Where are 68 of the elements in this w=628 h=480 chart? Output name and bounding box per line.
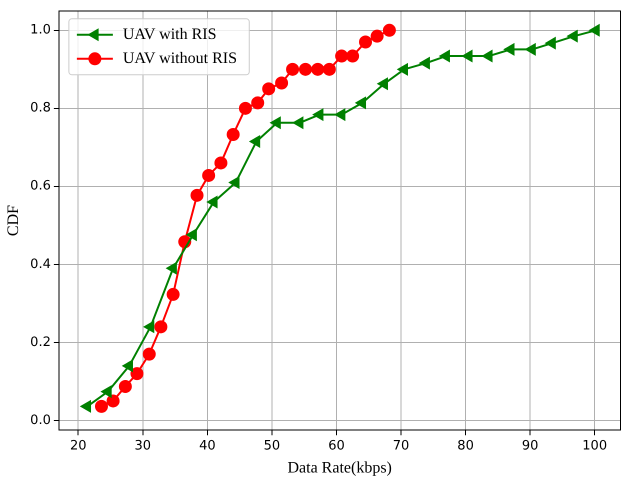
point xyxy=(80,400,92,412)
point xyxy=(94,400,108,413)
point xyxy=(154,320,168,334)
y-tick-label: 0.2 xyxy=(30,334,51,350)
point xyxy=(144,321,154,333)
point xyxy=(118,380,132,394)
x-tick-label: 70 xyxy=(392,438,410,454)
point xyxy=(207,196,218,208)
point xyxy=(186,228,197,241)
point xyxy=(106,394,120,408)
point xyxy=(589,24,600,36)
point xyxy=(313,108,324,120)
point xyxy=(262,82,276,96)
point xyxy=(238,102,252,115)
point xyxy=(166,262,177,274)
point xyxy=(356,97,366,109)
y-tick-label: 0.4 xyxy=(30,256,51,272)
x-tick-label: 100 xyxy=(582,438,608,454)
point xyxy=(202,168,216,182)
point xyxy=(420,57,430,69)
point xyxy=(122,360,133,372)
point xyxy=(346,50,360,63)
point xyxy=(568,30,578,42)
point xyxy=(190,188,204,202)
legend-label: UAV with RIS xyxy=(122,26,217,44)
legend-label: UAV without RIS xyxy=(122,50,237,68)
point xyxy=(398,64,408,76)
point xyxy=(142,348,156,361)
point xyxy=(462,50,473,62)
point xyxy=(229,176,240,188)
point xyxy=(214,156,228,170)
point xyxy=(322,62,336,76)
point xyxy=(293,117,304,129)
point xyxy=(526,44,536,56)
x-axis-title: Data Rate(kbps) xyxy=(287,460,392,477)
point xyxy=(286,62,300,76)
x-tick-label: 40 xyxy=(199,438,216,454)
point xyxy=(370,30,384,43)
point xyxy=(251,96,264,110)
y-tick-label: 0.8 xyxy=(30,100,51,116)
point xyxy=(546,37,556,49)
point xyxy=(335,50,348,63)
point xyxy=(250,136,260,148)
y-tick-label: 1.0 xyxy=(30,22,51,38)
x-tick-label: 50 xyxy=(264,438,280,454)
x-tick-label: 30 xyxy=(134,438,152,454)
x-tick-label: 90 xyxy=(522,438,538,454)
y-tick-label: 0.6 xyxy=(30,178,51,194)
x-tick-label: 20 xyxy=(70,438,87,454)
x-tick-label: 60 xyxy=(328,438,345,454)
point xyxy=(311,62,324,76)
point xyxy=(504,44,515,56)
point xyxy=(378,78,388,90)
point xyxy=(359,36,372,49)
point xyxy=(275,76,288,90)
point xyxy=(335,108,346,120)
y-axis-title: CDF xyxy=(4,204,22,236)
x-tick-label: 80 xyxy=(457,438,474,454)
point xyxy=(130,367,144,380)
point xyxy=(382,24,396,37)
point xyxy=(298,62,312,76)
point xyxy=(482,50,493,62)
point xyxy=(270,117,281,129)
point xyxy=(226,128,240,141)
y-tick-label: 0.0 xyxy=(30,412,51,428)
point xyxy=(101,386,112,398)
point xyxy=(166,288,180,301)
point xyxy=(440,50,450,62)
